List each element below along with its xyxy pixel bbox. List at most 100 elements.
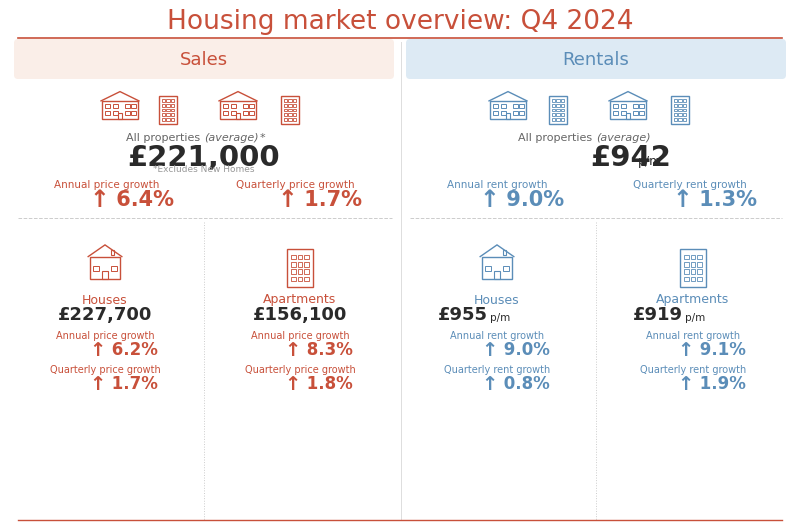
Text: ↑: ↑ <box>89 375 105 394</box>
Bar <box>131 111 136 115</box>
Text: 1.9%: 1.9% <box>694 375 746 393</box>
Bar <box>114 104 118 108</box>
Bar <box>674 113 677 116</box>
Bar <box>674 118 677 121</box>
Bar <box>111 250 114 255</box>
Bar <box>304 254 309 259</box>
Bar <box>513 111 518 115</box>
Bar <box>162 104 165 106</box>
Bar <box>304 277 309 281</box>
Text: ↑: ↑ <box>277 188 297 212</box>
Bar <box>626 113 630 119</box>
Bar <box>556 109 560 111</box>
Bar <box>288 113 292 116</box>
Bar <box>683 99 686 102</box>
Bar <box>690 277 695 281</box>
Bar <box>288 118 292 121</box>
Text: (average): (average) <box>204 133 258 143</box>
Bar <box>494 104 498 108</box>
Bar <box>561 113 564 116</box>
Bar <box>683 118 686 121</box>
Bar <box>552 99 555 102</box>
Bar <box>298 277 302 281</box>
Bar <box>249 111 254 115</box>
Bar <box>561 99 564 102</box>
Bar <box>166 118 170 121</box>
Bar <box>166 104 170 106</box>
Bar <box>561 104 564 106</box>
Bar <box>698 254 702 259</box>
Bar <box>684 254 689 259</box>
Bar <box>110 266 117 271</box>
Bar <box>291 269 296 274</box>
Bar <box>674 104 677 106</box>
Bar <box>622 104 626 108</box>
Bar <box>678 99 682 102</box>
Bar <box>633 111 638 115</box>
Bar <box>674 109 677 111</box>
Text: 8.3%: 8.3% <box>301 341 353 359</box>
Bar <box>494 271 500 279</box>
Bar <box>513 104 518 108</box>
Bar <box>674 99 677 102</box>
Bar <box>698 269 702 274</box>
Text: p/m: p/m <box>638 156 662 169</box>
Bar <box>293 118 296 121</box>
Text: ↑: ↑ <box>284 341 300 360</box>
Text: £942: £942 <box>590 144 671 172</box>
Bar <box>171 113 174 116</box>
Bar <box>162 118 165 121</box>
Bar <box>288 109 292 111</box>
Bar <box>102 271 108 279</box>
Bar <box>678 118 682 121</box>
Text: ↑: ↑ <box>481 375 497 394</box>
Text: Houses: Houses <box>474 294 520 306</box>
Text: £156,100: £156,100 <box>253 306 347 324</box>
Bar <box>166 109 170 111</box>
Bar <box>162 109 165 111</box>
Text: *Excludes New Homes: *Excludes New Homes <box>154 166 254 175</box>
Text: ↑: ↑ <box>89 341 105 360</box>
Text: Quarterly price growth: Quarterly price growth <box>245 365 355 375</box>
Text: ↑: ↑ <box>677 341 693 360</box>
Bar <box>249 104 254 108</box>
Text: Annual rent growth: Annual rent growth <box>446 180 547 190</box>
Text: (average): (average) <box>596 133 650 143</box>
Text: 1.7%: 1.7% <box>297 190 362 210</box>
Text: 1.3%: 1.3% <box>692 190 757 210</box>
Bar <box>304 269 309 274</box>
Text: £955: £955 <box>438 306 488 324</box>
FancyBboxPatch shape <box>14 39 394 79</box>
Bar <box>284 104 287 106</box>
Bar <box>552 104 555 106</box>
Text: Annual price growth: Annual price growth <box>250 331 350 341</box>
Bar <box>166 113 170 116</box>
Bar <box>502 111 506 115</box>
Bar <box>639 104 644 108</box>
Text: *: * <box>260 133 266 143</box>
Text: Quarterly price growth: Quarterly price growth <box>50 365 160 375</box>
Bar <box>293 104 296 106</box>
Bar <box>614 104 618 108</box>
Bar <box>293 109 296 111</box>
Bar <box>556 113 560 116</box>
Bar <box>610 101 646 119</box>
Text: £227,700: £227,700 <box>58 306 152 324</box>
Bar <box>502 104 506 108</box>
Text: £221,000: £221,000 <box>128 144 280 172</box>
Bar <box>684 262 689 267</box>
Text: All properties: All properties <box>126 133 204 143</box>
Bar <box>506 113 510 119</box>
Bar <box>490 101 526 119</box>
FancyBboxPatch shape <box>406 39 786 79</box>
Bar <box>633 104 638 108</box>
Bar <box>639 111 644 115</box>
Bar <box>125 111 130 115</box>
Text: Housing market overview: Q4 2024: Housing market overview: Q4 2024 <box>166 9 634 35</box>
Text: p/m: p/m <box>490 313 510 323</box>
Bar <box>556 104 560 106</box>
Bar <box>614 111 618 115</box>
Bar <box>284 99 287 102</box>
Text: Quarterly rent growth: Quarterly rent growth <box>640 365 746 375</box>
Bar <box>503 250 506 255</box>
